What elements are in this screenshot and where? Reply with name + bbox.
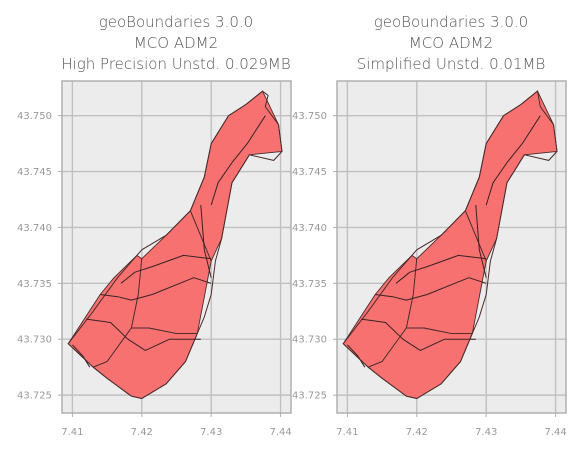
- y-tick-label: 43.730: [17, 335, 52, 346]
- y-tick-label: 43.750: [17, 111, 52, 122]
- internal-boundary: [361, 318, 476, 351]
- y-tick-label: 43.740: [17, 223, 52, 234]
- country-outline: [67, 90, 283, 400]
- x-tick-label: 7.41: [336, 427, 358, 438]
- panel-title-line-1: geoBoundaries 3.0.0: [374, 13, 528, 31]
- panel-title-line-1: geoBoundaries 3.0.0: [99, 13, 253, 31]
- panel-high-precision: geoBoundaries 3.0.0 MCO ADM2 High Precis…: [17, 13, 292, 438]
- internal-boundary: [210, 115, 266, 206]
- internal-boundary: [485, 115, 541, 206]
- panel-title-line-2: MCO ADM2: [409, 34, 493, 52]
- internal-boundary: [375, 277, 487, 301]
- x-tick-label: 7.41: [61, 427, 83, 438]
- map-plot-simplified: 7.41 7.42 7.43 7.44 43.725 43.730 43.735 43.740…: [292, 80, 567, 438]
- panel-simplified: geoBoundaries 3.0.0 MCO ADM2 Simplified …: [292, 13, 567, 438]
- internal-boundary: [200, 205, 212, 278]
- panel-title-line-3: High Precision Unstd. 0.029MB: [61, 55, 290, 73]
- y-tick-label: 43.740: [292, 223, 327, 234]
- internal-boundary: [86, 318, 201, 351]
- y-tick-label: 43.745: [17, 167, 52, 178]
- y-tick-label: 43.735: [17, 279, 52, 290]
- x-tick-label: 7.43: [200, 427, 222, 438]
- y-tick-label: 43.735: [292, 279, 327, 290]
- x-tick-label: 7.44: [269, 427, 291, 438]
- panel-title-line-2: MCO ADM2: [134, 34, 218, 52]
- internal-boundary: [120, 254, 212, 284]
- internal-boundary: [72, 344, 91, 368]
- internal-boundary: [395, 254, 487, 284]
- x-tick-label: 7.44: [544, 427, 566, 438]
- map-plot-high-precision: 7.41 7.42 7.43 7.44 43.725 43.730 43.735 43.740…: [17, 80, 292, 438]
- y-tick-label: 43.730: [292, 335, 327, 346]
- plot-frame: [336, 80, 567, 414]
- y-tick-label: 43.745: [292, 167, 327, 178]
- internal-boundary: [475, 205, 487, 278]
- y-tick-label: 43.725: [17, 391, 52, 402]
- plot-frame: [61, 80, 292, 414]
- x-tick-label: 7.43: [475, 427, 497, 438]
- y-tick-label: 43.750: [292, 111, 327, 122]
- x-tick-label: 7.42: [131, 427, 153, 438]
- panel-title-line-3: Simplified Unstd. 0.01MB: [357, 55, 546, 73]
- internal-boundary: [347, 344, 366, 368]
- internal-boundary: [100, 277, 212, 301]
- country-outline: [342, 90, 558, 400]
- x-tick-label: 7.42: [406, 427, 428, 438]
- y-tick-label: 43.725: [292, 391, 327, 402]
